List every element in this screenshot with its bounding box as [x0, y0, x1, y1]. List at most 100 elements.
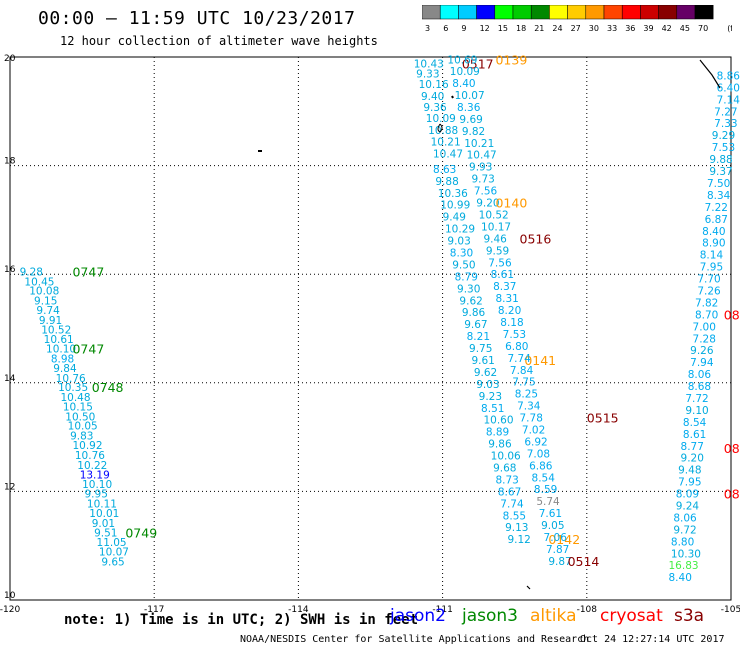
swh-value-jason2: 10.48: [60, 392, 90, 404]
swh-value-jason3: 10.47: [433, 149, 463, 161]
swh-value-jason2: 10.52: [41, 325, 71, 337]
x-tick-label: -111: [432, 605, 452, 615]
swh-value-s3a: 9.87: [548, 556, 571, 568]
y-tick-label: 16: [4, 265, 16, 275]
swh-value-s3a: 10.69: [447, 55, 477, 67]
swh-value-cryosat: 9.48: [678, 465, 701, 477]
swh-value-cryosat: 7.26: [697, 285, 721, 297]
colorbar-label: 70: [698, 24, 708, 33]
colorbar-label: 39: [643, 24, 653, 33]
colorbar-label: 9: [461, 24, 466, 33]
swh-value-s3a: 9.69: [459, 114, 482, 126]
pass-time-label: 0140: [495, 196, 527, 211]
pass-time-label: 0517: [462, 57, 494, 72]
swh-value-jason2: 10.76: [75, 450, 105, 462]
pass-time-label: 0514: [568, 554, 600, 569]
swh-value-jason3: 10.36: [438, 188, 468, 200]
swh-value-s3a: 9.93: [469, 162, 492, 174]
swh-value-jason2: 10.08: [29, 285, 59, 297]
chart-subtitle: 12 hour collection of altimeter wave hei…: [60, 34, 378, 48]
x-tick-label: -120: [0, 605, 20, 615]
swh-value-cryosat: 7.27: [714, 106, 737, 118]
swh-value-jason3: 7.74: [500, 498, 524, 510]
swh-value-jason3: 9.12: [507, 534, 530, 546]
swh-value-jason3: 9.36: [423, 102, 447, 114]
footnote: note: 1) Time is in UTC; 2) SWH is in fe…: [64, 612, 419, 628]
legend-altika: altika: [530, 606, 577, 626]
swh-value-s3a: 7.56: [488, 257, 512, 269]
swh-value-jason2: 10.35: [58, 382, 88, 394]
swh-value-jason3: 9.30: [457, 283, 480, 295]
swh-value-cryosat: 9.10: [685, 405, 708, 417]
swh-value-cryosat: 7.82: [695, 297, 718, 309]
swh-value-cryosat: 8.80: [671, 536, 694, 548]
swh-value-cryosat: 7.33: [714, 118, 737, 130]
swh-value-cryosat: 8.14: [700, 250, 724, 262]
swh-value-jason2: 9.28: [20, 266, 43, 278]
swh-value-s3a: 8.37: [493, 281, 516, 293]
swh-value-jason3: 9.67: [464, 319, 487, 331]
pass-time-label: 0142: [548, 532, 580, 547]
swh-value-s3a: 8.59: [534, 484, 557, 496]
swh-value-s3a: 7.74: [507, 353, 531, 365]
swh-value-s3a: 8.61: [491, 269, 514, 281]
swh-value-s3a: 9.20: [476, 198, 499, 210]
y-tick-label: 14: [4, 374, 16, 384]
credit-text: NOAA/NESDIS Center for Satellite Applica…: [240, 634, 590, 645]
swh-value-s3a: 10.17: [481, 221, 511, 233]
swh-value-cryosat: 7.95: [678, 477, 701, 489]
pass-time-label: 0747: [72, 342, 104, 357]
swh-value-jason2: 9.95: [85, 489, 108, 501]
x-tick-label: -108: [577, 605, 598, 615]
pass-time-label: 0516: [520, 231, 552, 246]
colorbar-label: (ft): [727, 24, 732, 33]
swh-value-cryosat: 7.22: [705, 202, 728, 214]
swh-value-jason2: 10.76: [56, 373, 86, 385]
colorbar-label: 45: [680, 24, 690, 33]
swh-value-cryosat: 8.90: [702, 238, 725, 250]
swh-value-s3a: 8.36: [457, 102, 481, 114]
swh-value-jason3: 9.68: [493, 463, 516, 475]
pass-time-label: 0749: [125, 526, 157, 541]
swh-value-s3a: 7.84: [510, 365, 534, 377]
swh-value-s3a: 7.34: [517, 401, 541, 413]
swh-value-jason3: 9.86: [462, 307, 486, 319]
swh-value-jason2: 9.74: [36, 305, 60, 317]
swh-value-s3a: 7.61: [539, 508, 562, 520]
swh-value-jason3: 9.88: [435, 176, 458, 188]
swh-value-cryosat: 8.06: [673, 512, 697, 524]
pass-time-label: 0141: [524, 353, 556, 368]
swh-value-jason3: 8.79: [455, 271, 478, 283]
swh-value-cryosat: 6.87: [705, 214, 728, 226]
swh-value-cryosat: 7.14: [717, 94, 740, 106]
y-tick-label: 18: [4, 157, 16, 167]
swh-value-jason3: 9.49: [443, 212, 466, 224]
swh-value-jason2: 10.15: [63, 402, 93, 414]
swh-value-jason3: 9.75: [469, 343, 492, 355]
swh-value-jason3: 8.55: [503, 510, 526, 522]
swh-value-jason3: 9.40: [421, 91, 444, 103]
swh-value-cryosat: 9.24: [676, 501, 700, 513]
swh-value-jason2: 10.01: [89, 508, 119, 520]
island-outline: [451, 95, 454, 99]
swh-value-jason3: 9.61: [471, 355, 494, 367]
swh-value-s3a: 5.74: [536, 496, 560, 508]
swh-value-jason3: 9.03: [447, 236, 470, 248]
x-tick-label: -117: [144, 605, 164, 615]
swh-value-jason3: 8.21: [467, 331, 490, 343]
swh-value-jason3: 8.63: [433, 164, 456, 176]
colorbar-label: 12: [480, 24, 490, 33]
swh-value-s3a: 7.08: [527, 448, 550, 460]
swh-value-cryosat: 7.95: [700, 262, 723, 274]
swh-value-cryosat: 6.40: [717, 82, 740, 94]
colorbar-label: 42: [662, 24, 672, 33]
swh-value-s3a: 7.56: [474, 186, 498, 198]
pass-time-label: 0515: [587, 411, 619, 426]
swh-value-jason2: 10.22: [77, 460, 107, 472]
swh-value-jason3: 9.23: [479, 391, 502, 403]
swh-value-cryosat: 9.20: [681, 453, 704, 465]
swh-value-s3a: 6.92: [524, 436, 547, 448]
swh-value-cryosat: 7.28: [693, 333, 716, 345]
